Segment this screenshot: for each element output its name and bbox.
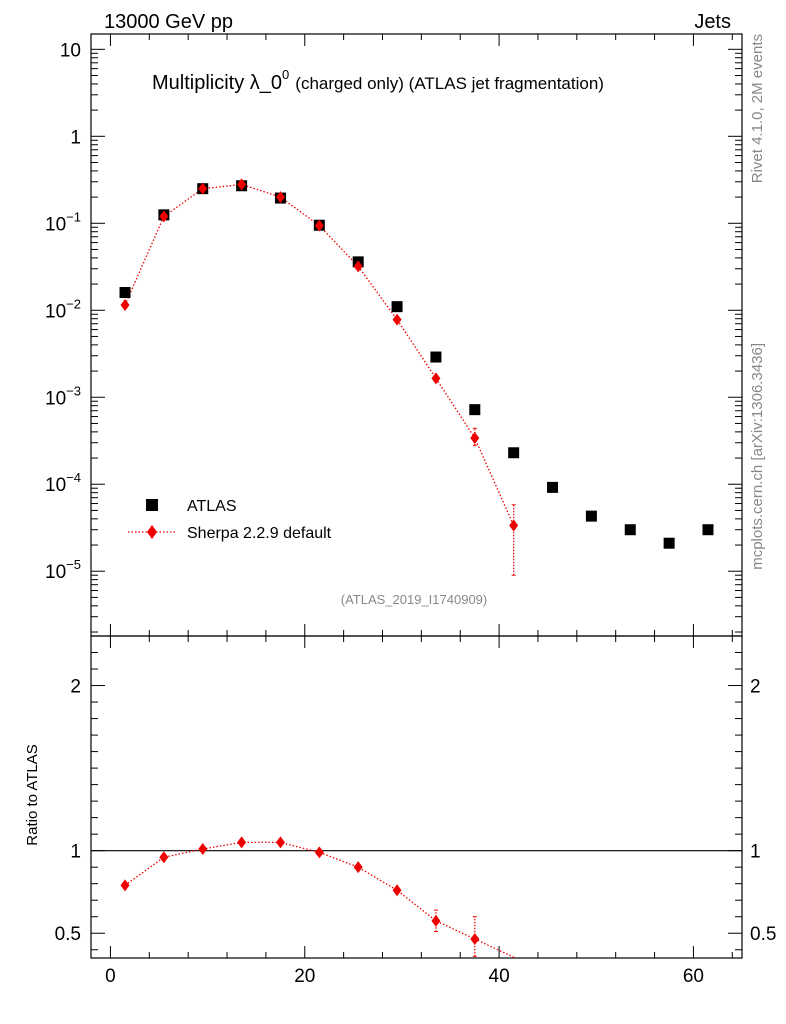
legend-sherpa-marker — [147, 525, 157, 539]
ratio-point — [159, 851, 169, 864]
ratio-point — [120, 879, 130, 892]
ratio-y-tick-label-right: 0.5 — [750, 924, 776, 945]
atlas-point — [430, 351, 442, 363]
main-panel-frame — [90, 33, 743, 637]
atlas-point — [624, 524, 636, 536]
header-right: Jets — [694, 11, 731, 33]
plot-title-sup: 0 — [282, 67, 289, 82]
sherpa-point — [237, 178, 247, 191]
y-tick-label: 10−3 — [45, 383, 81, 409]
x-tick-label: 60 — [683, 966, 704, 987]
y-tick-label: 10−1 — [45, 209, 81, 235]
sherpa-point — [159, 210, 169, 223]
atlas-point — [469, 404, 481, 416]
plot-title: Multiplicity λ_00 (charged only) (ATLAS j… — [152, 67, 604, 94]
side-label-top: Rivet 4.1.0, 2M events — [749, 34, 766, 183]
ratio-point — [198, 843, 208, 856]
ratio-point — [237, 836, 247, 849]
ratio-y-tick-label: 2 — [70, 677, 81, 698]
x-tick-label: 40 — [489, 966, 510, 987]
atlas-point — [391, 301, 403, 313]
y-tick-label: 10−5 — [45, 557, 81, 583]
y-tick-label: 10−4 — [45, 470, 81, 496]
x-tick-label: 20 — [294, 966, 315, 987]
ratio-y-tick-label-right: 1 — [750, 842, 761, 863]
atlas-point — [508, 447, 520, 459]
ratio-point — [470, 933, 480, 946]
ratio-panel-frame — [90, 635, 743, 959]
sherpa-point — [392, 313, 402, 326]
legend: ATLAS Sherpa 2.2.9 default — [128, 498, 332, 542]
legend-atlas-label: ATLAS — [187, 498, 237, 515]
atlas-point — [702, 524, 714, 536]
ratio-ylabel: Ratio to ATLAS — [24, 744, 41, 845]
sherpa-point — [353, 260, 363, 273]
ratio-point — [431, 914, 441, 927]
sherpa-line — [124, 183, 515, 526]
legend-sherpa-label: Sherpa 2.2.9 default — [187, 525, 332, 542]
plot-title-main: Multiplicity λ_0 — [152, 72, 282, 94]
ratio-y-tick-label: 0.5 — [55, 924, 81, 945]
ratio-line — [124, 841, 516, 959]
y-tick-label: 1 — [70, 127, 81, 148]
sherpa-point — [509, 519, 519, 532]
plot-title-rest: (charged only) (ATLAS jet fragmentation) — [295, 74, 604, 93]
plot-frames — [90, 33, 743, 959]
sherpa-point — [198, 182, 208, 195]
watermark: (ATLAS_2019_I1740909) — [341, 592, 487, 607]
ratio-point — [314, 846, 324, 859]
ratio-y-tick-label-right: 2 — [750, 677, 761, 698]
sherpa-point — [120, 298, 130, 311]
x-tick-label: 0 — [105, 966, 116, 987]
sherpa-point — [314, 219, 324, 232]
header-left: 13000 GeV pp — [104, 11, 233, 33]
y-tick-label: 10−2 — [45, 296, 81, 322]
axis-ticks: 0 20 40 60 10 1 10−1 10−2 10−3 10−4 10−5 0.5 0.5 1 1 2 2 — [45, 34, 776, 987]
atlas-point — [119, 287, 131, 299]
ratio-point — [353, 861, 363, 874]
sherpa-point — [275, 191, 285, 204]
side-label-bottom: mcplots.cern.ch [arXiv:1306.3436] — [749, 343, 766, 570]
sherpa-point — [431, 372, 441, 385]
ratio-point — [275, 836, 285, 849]
atlas-point — [547, 481, 559, 493]
legend-atlas-marker — [146, 499, 158, 511]
ratio-y-tick-label: 1 — [70, 842, 81, 863]
y-tick-label: 10 — [60, 40, 81, 61]
data-marks — [91, 178, 742, 959]
ratio-point — [392, 884, 402, 897]
sherpa-point — [470, 432, 480, 445]
atlas-point — [585, 510, 597, 522]
atlas-point — [663, 537, 675, 549]
